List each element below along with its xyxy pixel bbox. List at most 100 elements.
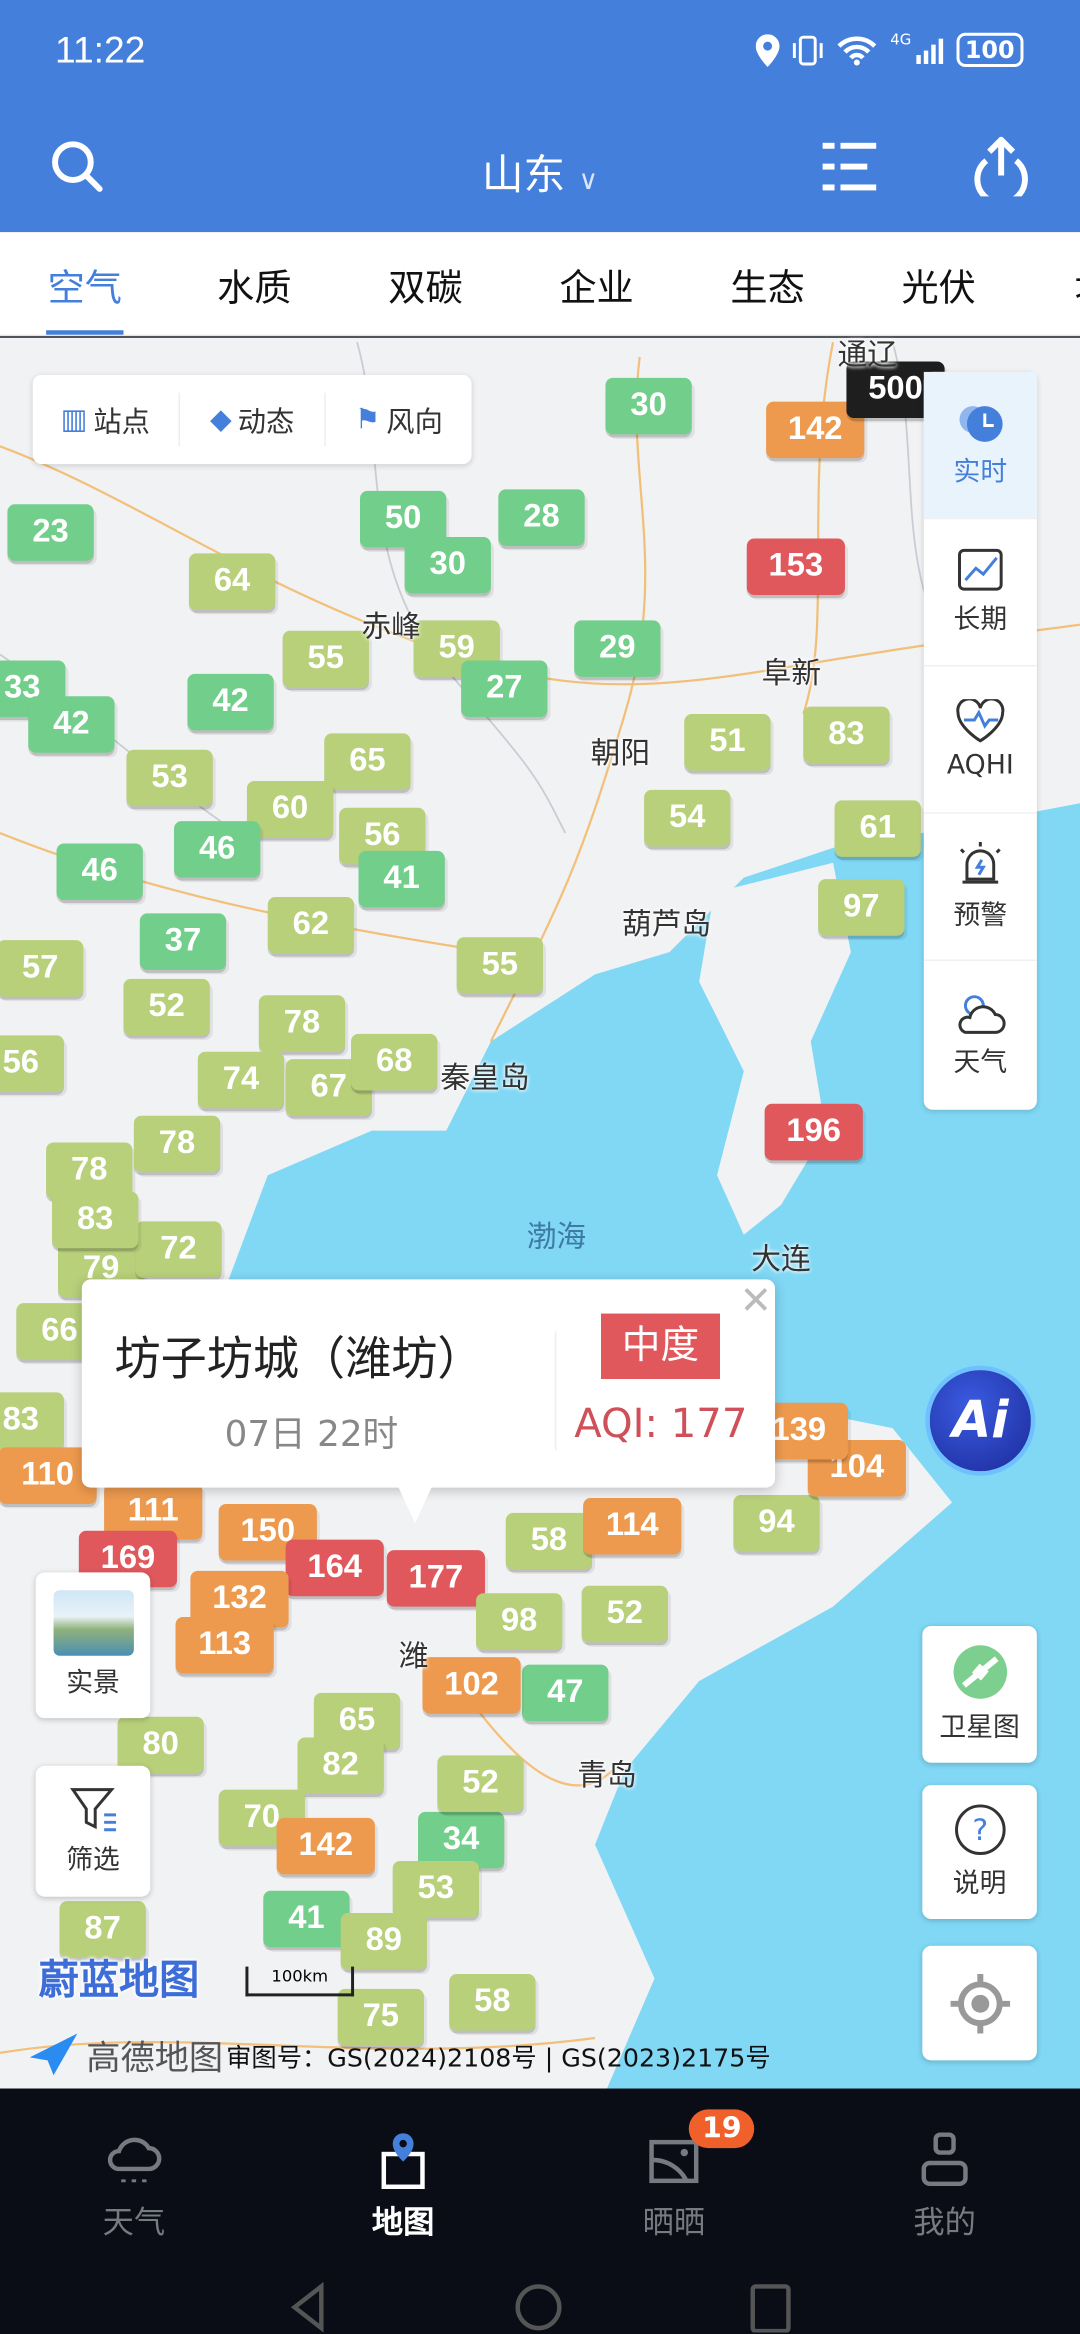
share-icon[interactable] (971, 136, 1031, 197)
aqi-marker[interactable]: 111 (104, 1483, 203, 1540)
aqi-marker[interactable]: 64 (188, 553, 276, 610)
close-icon[interactable]: ✕ (739, 1279, 773, 1324)
aqi-marker[interactable]: 61 (834, 800, 921, 857)
explain-button[interactable]: ? 说明 (922, 1785, 1037, 1920)
aqi-marker[interactable]: 62 (267, 897, 355, 954)
locate-button[interactable] (922, 1945, 1037, 2061)
region-selector[interactable]: 山东 ∨ (0, 143, 1080, 203)
aqi-marker[interactable]: 82 (297, 1737, 384, 1795)
aqi-marker[interactable]: 83 (0, 1392, 64, 1449)
aqi-marker[interactable]: 87 (59, 1901, 146, 1958)
aqi-marker[interactable]: 113 (175, 1617, 274, 1674)
aqi-marker[interactable]: 70 (218, 1789, 305, 1847)
aqi-marker[interactable]: 57 (0, 940, 84, 997)
aqi-marker[interactable]: 30 (404, 537, 491, 594)
aqi-marker[interactable]: 78 (258, 995, 346, 1052)
nav-share[interactable]: 晒晒 19 (607, 2109, 755, 2243)
aqi-marker[interactable]: 177 (386, 1550, 485, 1607)
dynamic-button[interactable]: ◆ 动态 (180, 392, 327, 447)
aqi-marker[interactable]: 153 (746, 538, 845, 596)
nav-weather[interactable]: 天气 (67, 2130, 201, 2243)
tab-air[interactable]: 空气 (47, 266, 122, 310)
aqi-marker[interactable]: 47 (522, 1664, 609, 1722)
nav-map[interactable]: 地图 (336, 2130, 470, 2243)
aqi-marker[interactable]: 78 (133, 1115, 221, 1173)
aqi-marker[interactable]: 89 (340, 1913, 427, 1970)
aqi-marker[interactable]: 98 (476, 1593, 563, 1650)
tab-solar[interactable]: 光伏 (901, 266, 976, 310)
aqi-marker[interactable]: 52 (581, 1585, 668, 1643)
aqi-marker[interactable]: 23 (7, 504, 94, 561)
station-button[interactable]: ▥ 站点 (33, 392, 180, 447)
aqi-marker[interactable]: 27 (461, 660, 548, 718)
aqi-marker[interactable]: 74 (197, 1051, 285, 1109)
system-home-icon[interactable] (513, 2282, 564, 2333)
aqi-marker[interactable]: 80 (117, 1716, 204, 1774)
aqi-marker[interactable]: 58 (505, 1512, 593, 1570)
aqi-marker[interactable]: 34 (418, 1811, 505, 1869)
satellite-icon (952, 1645, 1007, 1699)
filter-button[interactable]: 筛选 (35, 1765, 151, 1897)
aqi-marker[interactable]: 50 (359, 490, 447, 548)
weather-button[interactable]: 天气 (924, 961, 1037, 1108)
aqi-marker[interactable]: 94 (733, 1495, 820, 1552)
aqi-marker[interactable]: 196 (764, 1103, 863, 1161)
aqi-marker[interactable]: 142 (276, 1817, 375, 1875)
tab-water[interactable]: 水质 (217, 266, 292, 310)
aqhi-button[interactable]: AQHI (923, 666, 1037, 814)
system-back-icon[interactable] (286, 2281, 331, 2333)
ai-assistant-button[interactable]: Ai (925, 1365, 1036, 1476)
realtime-button[interactable]: 实时 (923, 371, 1037, 520)
search-icon[interactable] (48, 137, 108, 197)
aqi-marker[interactable]: 55 (282, 630, 369, 688)
list-icon[interactable] (820, 137, 880, 197)
aqi-marker[interactable]: 41 (263, 1890, 350, 1948)
aqi-marker[interactable]: 56 (0, 1035, 64, 1092)
realview-button[interactable]: 实景 (35, 1572, 151, 1719)
aqi-marker[interactable]: 164 (285, 1539, 384, 1597)
aqi-marker[interactable]: 46 (56, 843, 143, 900)
aqi-marker[interactable]: 30 (605, 377, 692, 435)
nav-profile[interactable]: 我的 (878, 2130, 1012, 2243)
longterm-button[interactable]: 长期 (923, 519, 1037, 667)
aqi-marker[interactable]: 110 (0, 1447, 97, 1504)
aqi-marker[interactable]: 55 (456, 937, 543, 994)
aqi-marker[interactable]: 114 (583, 1498, 682, 1555)
aqi-marker[interactable]: 60 (246, 780, 334, 838)
aqi-marker[interactable]: 46 (174, 821, 261, 878)
aqi-marker[interactable]: 29 (574, 620, 661, 677)
aqi-marker[interactable]: 78 (46, 1142, 133, 1200)
aqi-marker[interactable]: 97 (818, 879, 905, 936)
system-recents-icon[interactable] (748, 2282, 793, 2333)
aqi-marker[interactable]: 58 (449, 1974, 536, 2031)
aqi-marker[interactable]: 37 (139, 913, 227, 970)
map-view[interactable]: 79 72 66 83 52 47 34 41 30 142 500 23 50 28 30 153 64 55 5… (0, 337, 1080, 2089)
satellite-button[interactable]: 卫星图 (922, 1625, 1037, 1763)
aqi-marker[interactable]: 53 (392, 1860, 480, 1918)
aqi-marker[interactable]: 72 (135, 1221, 222, 1278)
aqi-marker[interactable]: 53 (126, 749, 213, 807)
warning-button[interactable]: 预警 (923, 814, 1037, 961)
aqi-marker[interactable]: 51 (684, 714, 771, 771)
aqi-marker[interactable]: 75 (337, 1988, 424, 2046)
wind-button[interactable]: ⚑ 风向 (326, 393, 471, 447)
aqi-marker[interactable]: 102 (422, 1657, 521, 1714)
aqi-marker[interactable]: 52 (437, 1755, 524, 1812)
aqi-marker[interactable]: 68 (351, 1033, 438, 1091)
station-popup[interactable]: 坊子坊城（潍坊） 07日 22时 中度 AQI: 177 ✕ (81, 1279, 776, 1524)
tab-more[interactable]: 地 (1075, 259, 1080, 313)
aqi-marker[interactable]: 83 (803, 706, 890, 764)
aqi-marker[interactable]: 54 (644, 789, 731, 847)
aqi-marker[interactable]: 42 (187, 673, 274, 731)
tab-carbon[interactable]: 双碳 (388, 266, 463, 310)
aqi-marker[interactable]: 65 (324, 733, 411, 790)
aqi-marker[interactable]: 150 (218, 1503, 317, 1561)
aqi-marker[interactable]: 83 (52, 1191, 139, 1249)
aqi-marker[interactable]: 28 (498, 489, 585, 546)
aqi-marker[interactable]: 52 (123, 978, 210, 1036)
tab-ecology[interactable]: 生态 (730, 266, 805, 310)
aqi-marker[interactable]: 104 (807, 1439, 906, 1497)
aqi-marker[interactable]: 41 (358, 850, 445, 908)
aqi-marker[interactable]: 42 (28, 696, 115, 753)
tab-enterprise[interactable]: 企业 (559, 266, 634, 310)
